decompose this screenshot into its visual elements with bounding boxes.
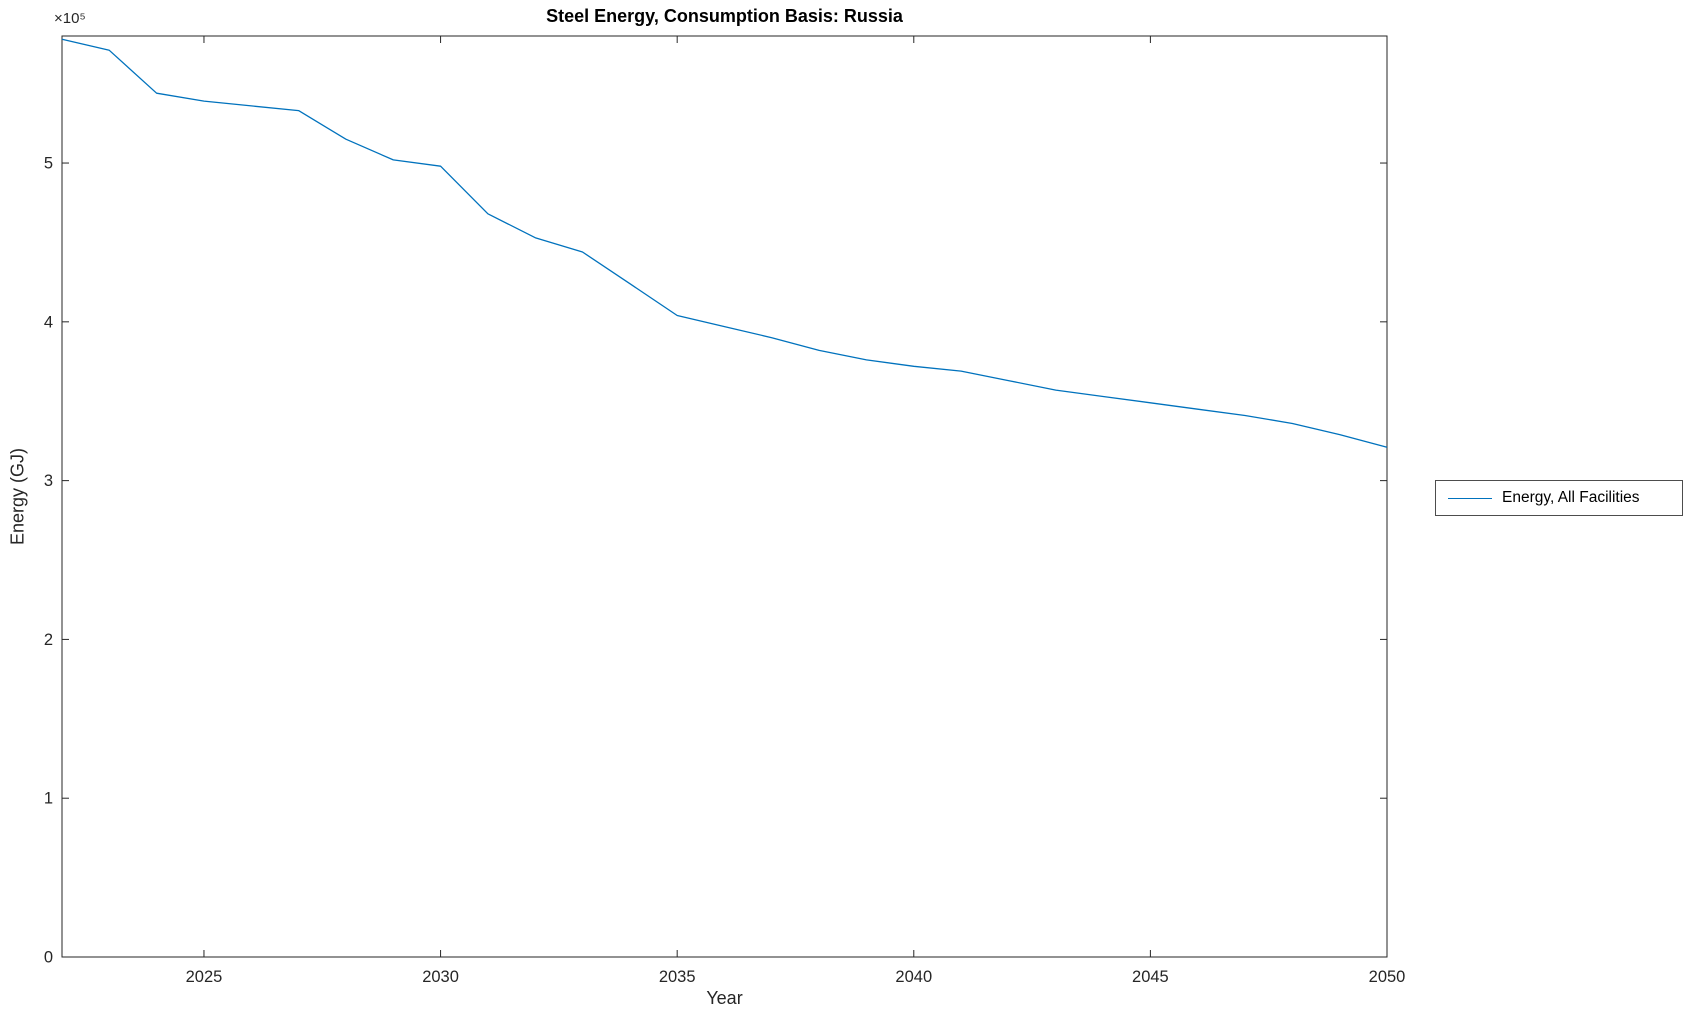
- svg-text:2030: 2030: [422, 968, 459, 986]
- svg-text:2035: 2035: [659, 968, 696, 986]
- legend: Energy, All Facilities: [1435, 480, 1683, 516]
- y-axis-label: Energy (GJ): [7, 447, 28, 546]
- svg-text:1: 1: [44, 790, 53, 808]
- chart-title: Steel Energy, Consumption Basis: Russia: [546, 6, 903, 26]
- legend-line-sample: [1448, 497, 1492, 499]
- x-axis-label: Year: [706, 988, 743, 1008]
- svg-text:4: 4: [44, 313, 53, 331]
- svg-text:2040: 2040: [895, 968, 932, 986]
- legend-entry-label: Energy, All Facilities: [1502, 489, 1640, 506]
- svg-text:2025: 2025: [186, 968, 223, 986]
- y-axis-exponent-label: ×10⁵: [54, 10, 86, 27]
- svg-text:5: 5: [44, 155, 53, 173]
- svg-text:2050: 2050: [1369, 968, 1406, 986]
- svg-text:3: 3: [44, 472, 53, 490]
- svg-text:2: 2: [44, 631, 53, 649]
- svg-text:0: 0: [44, 949, 53, 967]
- svg-text:2045: 2045: [1132, 968, 1169, 986]
